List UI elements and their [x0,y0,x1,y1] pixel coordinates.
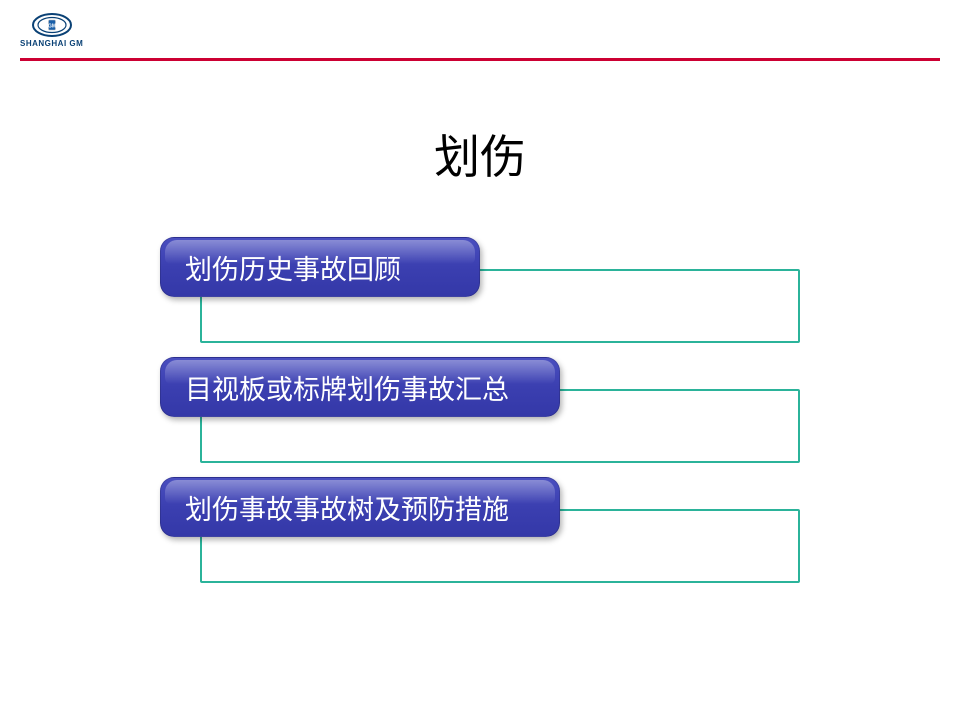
header: GM SHANGHAI GM [0,0,960,58]
pill-label: 划伤事故事故树及预防措施 [185,488,509,527]
divider-line [20,58,940,61]
logo-icon: GM [32,13,72,37]
diagram-row: 划伤事故事故树及预防措施 [160,477,800,597]
diagram-row: 划伤历史事故回顾 [160,237,800,357]
logo-text: SHANGHAI GM [20,39,83,48]
svg-text:GM: GM [48,23,56,29]
pill-label: 划伤历史事故回顾 [185,248,401,287]
pill-label: 目视板或标牌划伤事故汇总 [185,368,509,407]
pill-3: 划伤事故事故树及预防措施 [160,477,560,537]
logo: GM SHANGHAI GM [20,13,83,48]
pill-2: 目视板或标牌划伤事故汇总 [160,357,560,417]
pill-1: 划伤历史事故回顾 [160,237,480,297]
diagram-row: 目视板或标牌划伤事故汇总 [160,357,800,477]
page-title: 划伤 [0,121,960,187]
diagram: 划伤历史事故回顾 目视板或标牌划伤事故汇总 划伤事故事故树及预防措施 [160,237,800,597]
